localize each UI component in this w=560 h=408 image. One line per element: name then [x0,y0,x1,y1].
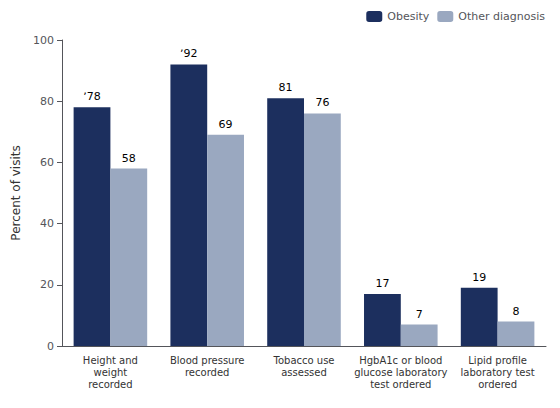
svg-text:0: 0 [47,340,54,353]
svg-text:40: 40 [40,217,54,230]
svg-text:19: 19 [472,271,486,284]
svg-text:ordered: ordered [478,379,517,390]
svg-text:17: 17 [375,277,389,290]
svg-text:Obesity: Obesity [387,10,430,23]
svg-text:81: 81 [279,81,293,94]
svg-text:HgbA1c or blood: HgbA1c or blood [359,355,442,366]
svg-text:laboratory test: laboratory test [461,367,535,378]
svg-text:69: 69 [219,118,233,131]
svg-text:8: 8 [512,305,519,318]
svg-text:Percent of visits: Percent of visits [9,145,23,240]
svg-text:ʼ78: ʼ78 [83,90,101,103]
svg-text:recorded: recorded [88,379,132,390]
svg-text:Lipid profile: Lipid profile [468,355,527,366]
svg-text:100: 100 [33,34,54,47]
svg-text:assessed: assessed [281,367,327,378]
svg-text:80: 80 [40,95,54,108]
svg-text:ʼ92: ʼ92 [180,47,198,60]
svg-text:recorded: recorded [185,367,229,378]
svg-text:Height and: Height and [83,355,138,366]
svg-text:weight: weight [94,367,128,378]
svg-text:58: 58 [122,152,136,165]
svg-text:Tobacco use: Tobacco use [273,355,335,366]
svg-text:76: 76 [315,96,329,109]
svg-text:60: 60 [40,156,54,169]
svg-text:Other diagnosis: Other diagnosis [458,10,545,23]
svg-text:glucose laboratory: glucose laboratory [354,367,447,378]
svg-text:20: 20 [40,278,54,291]
svg-text:Blood pressure: Blood pressure [170,355,245,366]
svg-text:7: 7 [416,308,423,321]
svg-text:test ordered: test ordered [370,379,431,390]
